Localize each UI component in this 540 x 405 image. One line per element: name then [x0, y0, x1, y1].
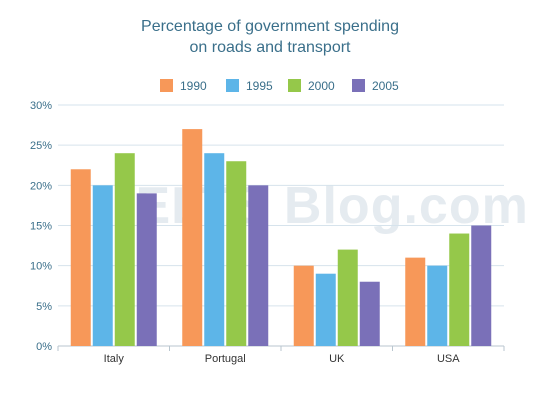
legend-label-2000: 2000	[308, 79, 335, 93]
y-tick-label: 10%	[30, 261, 52, 273]
y-tick-label: 0%	[36, 341, 52, 353]
bar-1995-uk	[315, 273, 336, 346]
bar-1995-portugal	[204, 153, 225, 346]
bar-2000-italy	[114, 153, 135, 346]
legend-swatch-1995	[226, 79, 239, 92]
legend-label-2005: 2005	[372, 79, 399, 93]
bar-1990-italy	[70, 169, 91, 346]
legend-swatch-2000	[288, 79, 301, 92]
y-tick-label: 20%	[30, 180, 52, 192]
bar-2005-italy	[136, 193, 157, 346]
legend-swatch-1990	[160, 79, 173, 92]
x-category-label: Italy	[104, 353, 125, 365]
bar-1990-usa	[405, 257, 426, 346]
bar-2005-usa	[471, 225, 492, 346]
chart-title-line-1: Percentage of government spending	[141, 18, 399, 35]
y-tick-label: 5%	[36, 301, 52, 313]
bar-2000-uk	[337, 249, 358, 346]
x-category-label: UK	[329, 353, 345, 365]
x-category-label: USA	[437, 353, 460, 365]
legend-label-1990: 1990	[180, 79, 207, 93]
y-tick-label: 25%	[30, 140, 52, 152]
bar-1995-italy	[92, 185, 113, 346]
bar-2005-uk	[359, 281, 380, 346]
bar-2000-usa	[449, 233, 470, 346]
bar-1995-usa	[427, 265, 448, 346]
bar-2005-portugal	[248, 185, 269, 346]
x-category-label: Portugal	[205, 353, 246, 365]
y-tick-label: 15%	[30, 221, 52, 233]
bar-2000-portugal	[226, 161, 247, 346]
bar-1990-portugal	[182, 129, 203, 346]
chart-title-line-2: on roads and transport	[189, 39, 351, 56]
chart-title: Percentage of government spending on roa…	[0, 16, 540, 58]
y-tick-label: 30%	[30, 100, 52, 112]
bar-1990-uk	[293, 265, 314, 346]
legend-swatch-2005	[352, 79, 365, 92]
legend-label-1995: 1995	[246, 79, 273, 93]
